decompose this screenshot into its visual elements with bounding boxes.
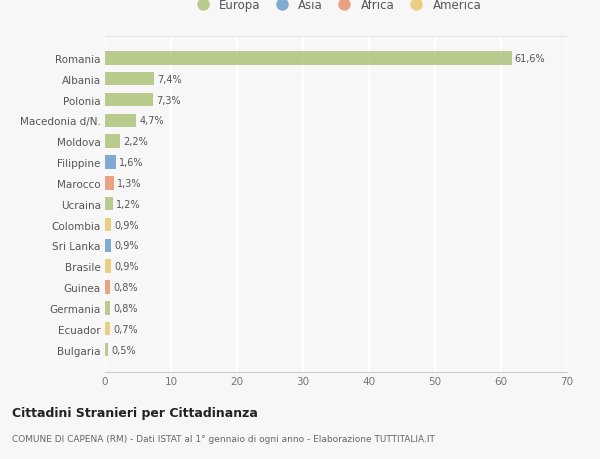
- Bar: [105, 114, 136, 128]
- Text: 1,2%: 1,2%: [116, 199, 141, 209]
- Text: 0,8%: 0,8%: [113, 282, 138, 292]
- Text: 7,4%: 7,4%: [157, 74, 182, 84]
- Bar: [105, 156, 116, 169]
- Bar: [105, 302, 110, 315]
- Text: 0,5%: 0,5%: [112, 345, 136, 355]
- Bar: [105, 239, 111, 252]
- Text: 7,3%: 7,3%: [157, 95, 181, 105]
- Text: 0,7%: 0,7%: [113, 324, 137, 334]
- Text: 0,9%: 0,9%: [114, 220, 139, 230]
- Bar: [105, 52, 512, 66]
- Legend: Europa, Asia, Africa, America: Europa, Asia, Africa, America: [191, 0, 481, 12]
- Bar: [105, 73, 154, 86]
- Bar: [105, 343, 108, 357]
- Text: 1,6%: 1,6%: [119, 158, 143, 168]
- Bar: [105, 94, 153, 107]
- Bar: [105, 197, 113, 211]
- Bar: [105, 260, 111, 274]
- Text: 0,8%: 0,8%: [113, 303, 138, 313]
- Text: Cittadini Stranieri per Cittadinanza: Cittadini Stranieri per Cittadinanza: [12, 406, 258, 419]
- Text: 61,6%: 61,6%: [515, 54, 545, 64]
- Text: 2,2%: 2,2%: [123, 137, 148, 147]
- Text: 4,7%: 4,7%: [139, 116, 164, 126]
- Bar: [105, 280, 110, 294]
- Text: 1,3%: 1,3%: [117, 179, 142, 189]
- Bar: [105, 322, 110, 336]
- Bar: [105, 135, 119, 149]
- Text: 0,9%: 0,9%: [114, 241, 139, 251]
- Bar: [105, 218, 111, 232]
- Bar: [105, 177, 113, 190]
- Text: 0,9%: 0,9%: [114, 262, 139, 272]
- Text: COMUNE DI CAPENA (RM) - Dati ISTAT al 1° gennaio di ogni anno - Elaborazione TUT: COMUNE DI CAPENA (RM) - Dati ISTAT al 1°…: [12, 434, 435, 443]
